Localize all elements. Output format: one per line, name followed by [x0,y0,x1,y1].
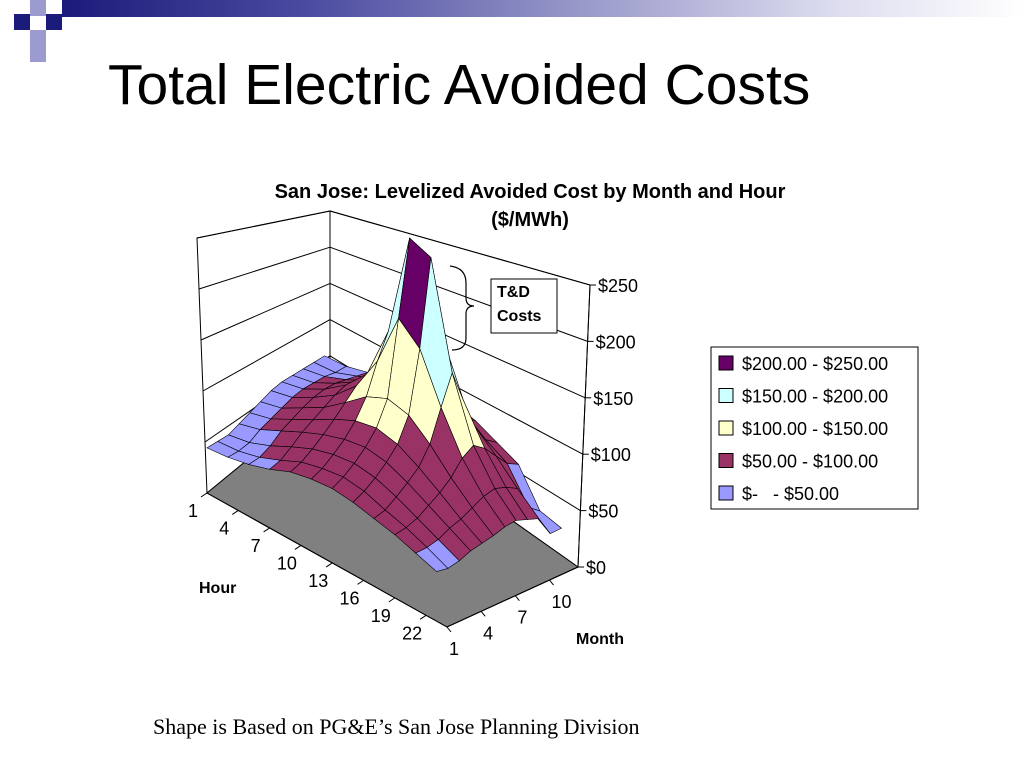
legend-label: $50.00 - $100.00 [742,452,878,472]
legend-label: $- - $50.00 [742,484,839,504]
month-tick-mark [480,611,486,617]
hour-tick-mark [232,510,239,515]
legend-swatch [718,485,734,501]
legend-box [710,346,919,510]
month-tick-mark [446,626,452,633]
legend-label: $100.00 - $150.00 [742,419,888,439]
z-tick-label: $150 [593,389,633,409]
surface-mesh [206,237,563,572]
hour-tick-label: 16 [340,588,360,608]
month-tick-label: 7 [517,608,527,628]
header-bar [0,0,1024,62]
z-tick-label: $200 [596,332,636,352]
slide-title: Total Electric Avoided Costs [108,53,811,117]
hour-tick-label: 22 [402,623,422,643]
month-tick-mark [514,595,520,602]
deco-square [30,0,46,16]
month-tick-mark [549,579,554,586]
deco-square [14,14,30,30]
hour-tick-label: 4 [219,518,229,538]
slide-caption: Shape is Based on PG&E’s San Jose Planni… [153,714,640,739]
hour-tick-mark [200,492,208,498]
chart-title: San Jose: Levelized Avoided Cost by Mont… [150,178,910,234]
annotation-box [490,278,558,334]
legend-label: $150.00 - $200.00 [742,387,888,407]
gridline [329,210,591,286]
chart-title-line1: San Jose: Levelized Avoided Cost by Mont… [274,181,786,203]
month-tick-label: 4 [483,623,493,643]
hour-axis-line [206,492,448,628]
gridline [202,319,331,392]
z-axis-line [577,284,591,568]
hour-tick-label: 7 [251,536,261,556]
header-gradient [62,0,1024,17]
hour-tick-mark [388,597,396,603]
gridline [329,282,586,399]
hour-tick-mark [357,579,364,585]
hour-tick-label: 13 [308,571,328,591]
month-tick-label: 10 [552,592,572,612]
hour-axis-ticks: 1 4 7 10 13 16 19 22 [188,492,427,643]
z-tick-label: $100 [591,445,631,465]
legend-label: $200.00 - $250.00 [742,354,888,374]
hour-axis-title: Hour [199,580,236,597]
annotation-line1: T&D [497,284,530,301]
z-axis-ticks: $0 $50 $100 $150 $200 $250 [578,276,638,578]
hour-tick-mark [294,545,302,550]
gridline [198,246,331,290]
decorative-squares [0,0,100,62]
hour-tick-label: 19 [371,606,391,626]
hour-tick-mark [263,527,270,533]
legend-swatch [718,420,734,436]
surface-cell [415,547,449,572]
hour-tick-mark [419,614,427,620]
hour-tick-label: 1 [188,501,198,521]
axes [206,284,591,628]
deco-square [46,14,62,30]
month-axis-ticks: 1 4 7 10 [446,579,572,659]
month-tick-label: 1 [449,639,459,659]
gridline [200,282,331,341]
z-tick-label: $0 [586,558,606,578]
z-tick-label: $50 [588,502,618,522]
annotation-line2: Costs [497,308,542,325]
annotation-bracket [449,265,475,351]
deco-square [46,30,62,46]
hour-tick-label: 10 [277,553,297,573]
hour-tick-mark [325,562,333,568]
z-tick-label: $250 [598,276,638,296]
deco-square [14,30,30,46]
deco-square [30,30,46,46]
month-axis-title: Month [576,631,624,648]
legend-swatch [718,388,734,403]
gridline [196,210,331,239]
legend-swatch [718,355,734,371]
month-axis-line [446,566,579,628]
deco-square [30,46,46,62]
legend-swatch [718,453,734,468]
legend: $200.00 - $250.00 $150.00 - $200.00 $100.0… [718,354,888,504]
chart-title-line2: ($/MWh) [491,209,569,231]
